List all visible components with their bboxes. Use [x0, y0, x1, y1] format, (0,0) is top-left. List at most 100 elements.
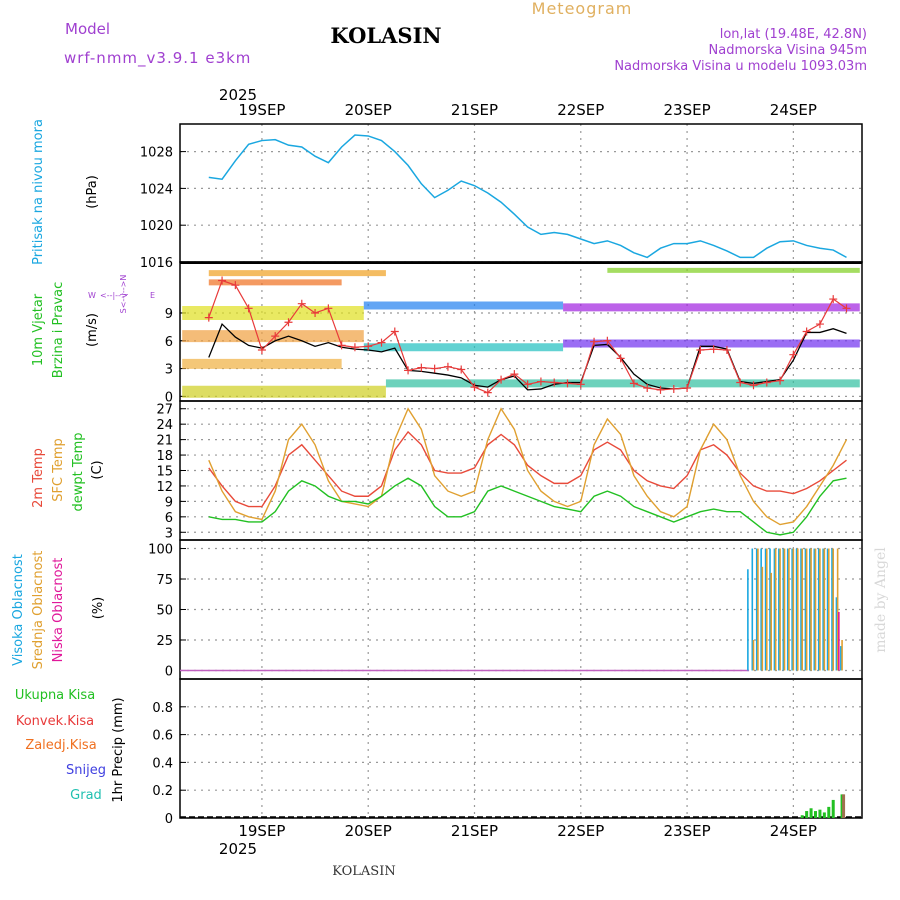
model-elevation-text: Nadmorska Visina u modelu 1093.03m	[614, 59, 867, 74]
wind-gust-marker	[696, 346, 705, 355]
clouds-ytick-label: 25	[156, 634, 173, 649]
wind-gust-marker	[550, 378, 559, 387]
hail-label: Grad	[70, 788, 102, 803]
pressure-line	[208, 134, 847, 259]
wind-gust-marker	[683, 384, 692, 393]
wind-gust-marker	[669, 384, 678, 393]
temperature-ytick-label: 9	[165, 495, 173, 510]
wind-ytick-label: 0	[165, 390, 173, 405]
temperature-ytick-label: 21	[156, 434, 173, 449]
wind-dir-e: E	[150, 291, 155, 300]
precipitation-ytick-label: 0.4	[152, 756, 173, 771]
wind-gust-marker	[736, 378, 745, 387]
wind-dir-sn: S<--|-->N	[119, 275, 128, 314]
freezing-rain-label: Zaledj.Kisa	[25, 738, 96, 753]
wind-gust-marker	[616, 354, 625, 363]
cloud-unit: (%)	[91, 597, 106, 620]
total-rain-bar	[805, 811, 809, 818]
temp-unit: (C)	[90, 460, 105, 479]
wind-gust-marker	[829, 295, 838, 304]
precipitation-ytick-label: 0	[165, 812, 173, 827]
wind-gust-marker	[218, 276, 227, 285]
dewpoint-line	[208, 477, 847, 536]
wind-gust-marker	[324, 304, 333, 313]
wind-gust-marker	[350, 343, 359, 352]
bottom-date-label: 20SEP	[345, 822, 392, 840]
wind-gust-marker	[523, 380, 532, 389]
dewpt-label: dewpt Temp	[71, 432, 86, 511]
top-date-label: 24SEP	[770, 101, 817, 119]
precip-unit: 1hr Precip (mm)	[111, 697, 126, 802]
pressure-ytick-label: 1024	[140, 182, 173, 197]
wind-gust-marker	[311, 308, 320, 317]
low-cloud-label: Niska Oblacnost	[51, 558, 66, 663]
footer-station: KOLASIN	[332, 864, 395, 879]
wind-gust-marker	[457, 365, 466, 374]
wind-gust-marker	[842, 304, 851, 313]
temperature-ytick-label: 27	[156, 403, 173, 418]
high-cloud-label: Visoka Oblacnost	[11, 554, 26, 666]
wind-gust-marker	[590, 337, 599, 346]
temperature-ytick-label: 6	[165, 511, 173, 526]
total-rain-bar	[814, 811, 817, 818]
plot-area: 1016102010241028036936912151821242702550…	[140, 123, 863, 827]
temperature-ytick-label: 18	[156, 449, 173, 464]
pressure-unit: (hPa)	[85, 175, 100, 209]
wind-label-2: Brzina i Pravac	[51, 282, 66, 379]
wind-gust-marker	[656, 385, 665, 394]
temperature-ytick-label: 24	[156, 418, 173, 433]
pressure-frame	[179, 123, 863, 263]
pressure-ytick-label: 1028	[140, 146, 173, 161]
top-year-label: 2025	[219, 86, 257, 104]
wind-gust-marker	[337, 341, 346, 350]
wind-gust-marker	[603, 336, 612, 345]
snow-label: Snijeg	[66, 763, 106, 778]
temperature-ytick-label: 12	[156, 480, 173, 495]
mid-cloud-label: Srednja Oblacnost	[31, 551, 46, 670]
bottom-date-label: 19SEP	[238, 822, 285, 840]
temp-2m-line	[208, 430, 847, 508]
wind-gust-marker	[802, 327, 811, 336]
wind-gust-marker	[364, 342, 373, 351]
wind-gust-marker	[497, 375, 506, 384]
wind-gust-marker	[776, 376, 785, 385]
wind-gust-marker	[643, 384, 652, 393]
elevation-text: Nadmorska Visina 945m	[709, 43, 868, 58]
bottom-date-labels: 19SEP 20SEP 21SEP 22SEP 23SEP 24SEP	[238, 822, 817, 840]
wind-gust-marker	[762, 378, 771, 387]
bottom-date-label: 24SEP	[770, 822, 817, 840]
total-rain-bar	[831, 799, 835, 818]
wind-unit: (m/s)	[85, 313, 100, 347]
lonlat-text: lon,lat (19.48E, 42.8N)	[720, 27, 867, 42]
wind-gust-marker	[430, 364, 439, 373]
total-rain-bar	[818, 809, 822, 818]
total-rain-label: Ukupna Kisa	[15, 688, 95, 703]
clouds-ytick-label: 100	[148, 543, 173, 558]
pressure-ytick-label: 1020	[140, 219, 173, 234]
model-label: Model	[65, 20, 110, 38]
wind-gust-marker	[390, 327, 399, 336]
clouds-ytick-label: 50	[156, 604, 173, 619]
wind-gust-marker	[576, 380, 585, 389]
precipitation-ytick-label: 0.8	[152, 701, 173, 716]
conv-rain-label: Konvek.Kisa	[16, 714, 94, 729]
sfctemp-label: SFC Temp	[51, 438, 66, 502]
top-date-label: 21SEP	[451, 101, 498, 119]
top-date-label: 20SEP	[345, 101, 392, 119]
precipitation-frame	[179, 678, 863, 819]
wind-gust-marker	[510, 370, 519, 379]
pressure-ytick-label: 1016	[140, 256, 173, 271]
clouds-ytick-label: 75	[156, 573, 173, 588]
credit-text: made by Angel	[873, 547, 889, 653]
product-title: Meteogram	[532, 0, 633, 18]
bottom-year-label: 2025	[219, 840, 257, 858]
top-date-label: 22SEP	[557, 101, 604, 119]
temperature-ytick-label: 3	[165, 526, 173, 541]
convective-rain-bar	[842, 794, 846, 818]
wind-gust-marker	[297, 299, 306, 308]
wind-ytick-label: 6	[165, 335, 173, 350]
wind-dir-ew-arrow: <--|-->	[100, 291, 128, 300]
wind-label-1: 10m Vjetar	[31, 293, 46, 366]
wind-gust-marker	[417, 363, 426, 372]
